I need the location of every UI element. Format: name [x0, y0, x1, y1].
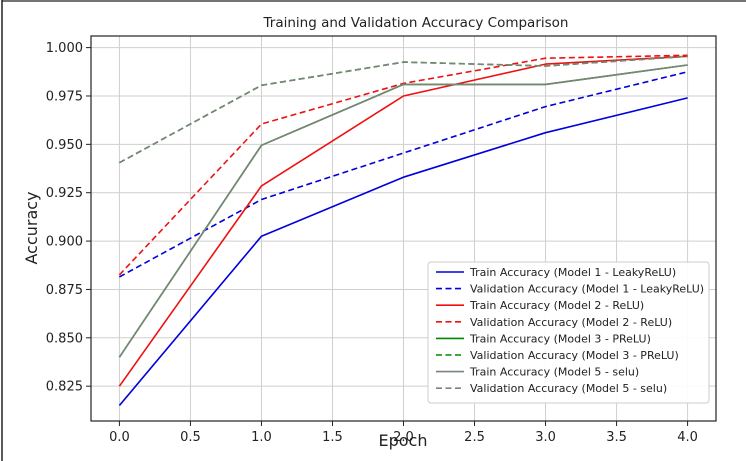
x-tick-label: 1.0 — [251, 430, 272, 445]
legend-box — [427, 261, 710, 404]
legend-entry-label: Train Accuracy (Model 1 - LeakyReLU) — [469, 266, 676, 279]
legend-entry-label: Validation Accuracy (Model 1 - LeakyReLU… — [470, 283, 704, 296]
x-axis-label: Epoch — [379, 431, 428, 450]
y-tick-label: 0.925 — [46, 186, 83, 201]
y-tick-label: 1.000 — [46, 41, 83, 56]
series-line-4 — [118, 54, 688, 276]
x-tick-label: 0.5 — [180, 430, 201, 445]
y-tick-label: 0.850 — [46, 331, 83, 346]
x-tick-label: 1.5 — [322, 430, 343, 445]
series-lines — [118, 54, 688, 407]
legend-entry-label: Validation Accuracy (Model 3 - PReLU) — [470, 349, 679, 362]
legend-entry-label: Train Accuracy (Model 5 - selu) — [469, 366, 639, 379]
series-line-1 — [118, 97, 688, 407]
x-tick-label: 2.5 — [464, 430, 485, 445]
legend-entry-label: Train Accuracy (Model 3 - PReLU) — [469, 332, 651, 345]
series-line-8 — [119, 55, 688, 164]
legend-entry-label: Validation Accuracy (Model 5 - selu) — [470, 382, 667, 395]
y-tick-label: 0.900 — [46, 235, 83, 250]
y-axis-ticks: 0.825 0.850 0.875 0.900 0.925 0.950 0.975 1.000 — [46, 41, 91, 395]
x-tick-label: 0.0 — [109, 430, 130, 445]
x-tick-label: 3.5 — [606, 430, 627, 445]
x-tick-label: 2.0 — [393, 430, 414, 445]
chart-title: Training and Validation Accuracy Compari… — [263, 15, 569, 31]
legend-entry-label: Train Accuracy (Model 2 - ReLU) — [469, 299, 644, 312]
y-tick-label: 0.825 — [46, 380, 83, 395]
x-axis-ticks: 0.0 0.5 1.0 1.5 2.0 2.5 3.0 3.5 4.0 — [109, 421, 698, 445]
y-tick-label: 0.950 — [46, 138, 83, 153]
x-tick-label: 4.0 — [677, 430, 698, 445]
series-line-2 — [119, 71, 688, 278]
series-line-7 — [118, 64, 688, 358]
series-line-3 — [118, 55, 688, 387]
y-tick-label: 0.875 — [46, 283, 83, 298]
legend-entry-label: Validation Accuracy (Model 2 - ReLU) — [470, 316, 672, 329]
y-tick-label: 0.975 — [46, 89, 83, 104]
legend: Train Accuracy (Model 1 - LeakyReLU) Vali… — [427, 261, 710, 404]
x-tick-label: 3.0 — [535, 430, 556, 445]
y-axis-label: Accuracy — [22, 191, 41, 264]
